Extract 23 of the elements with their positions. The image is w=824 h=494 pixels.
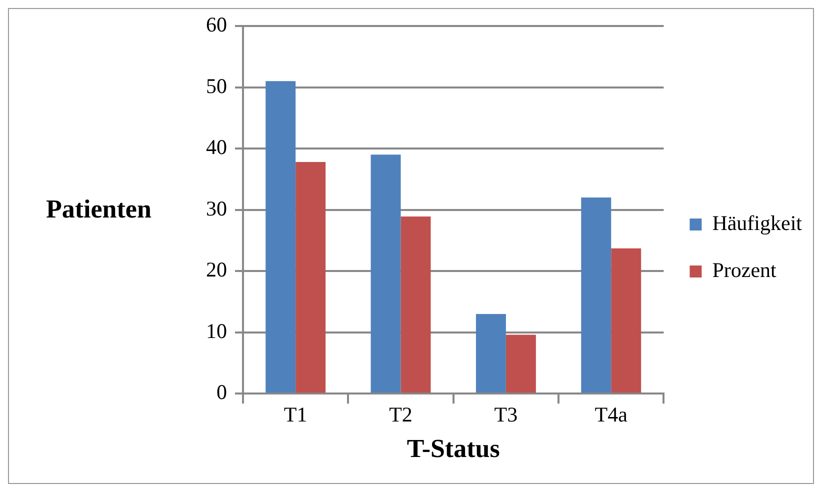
legend-label: Häufigkeit — [712, 211, 802, 236]
x-tick-label: T4a — [594, 402, 628, 427]
y-tick-label: 40 — [206, 135, 227, 160]
y-tick-label: 20 — [206, 258, 227, 282]
y-axis-title: Patienten — [46, 194, 152, 224]
y-tick-label: 50 — [206, 74, 227, 98]
bar — [296, 162, 326, 393]
x-tick-label: T1 — [284, 402, 308, 427]
bar — [476, 314, 506, 393]
y-tick-label: 30 — [206, 196, 227, 220]
y-tick-label: 60 — [206, 12, 227, 37]
x-tick-label: T3 — [494, 402, 518, 427]
bar — [611, 248, 642, 393]
y-tick-label: 0 — [216, 380, 227, 404]
bar — [370, 154, 401, 393]
bar — [506, 334, 536, 393]
x-tick-label: T2 — [389, 402, 412, 427]
y-tick-label: 10 — [206, 318, 227, 343]
bar — [581, 198, 612, 393]
bar — [266, 81, 296, 393]
x-axis-title: T-Status — [406, 434, 500, 464]
bar — [400, 216, 431, 393]
legend-label: Prozent — [712, 258, 777, 282]
